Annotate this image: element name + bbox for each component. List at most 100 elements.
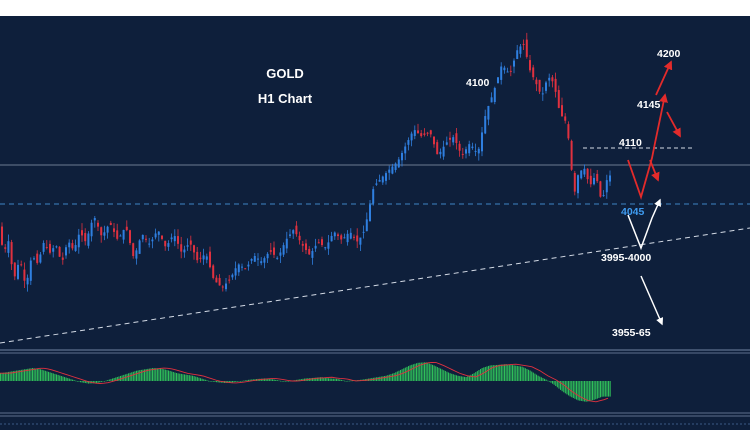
candle-body: [561, 105, 563, 117]
candle-body: [490, 97, 493, 103]
histogram-bar: [142, 369, 144, 381]
histogram-bar: [393, 373, 395, 381]
candle-body: [404, 146, 407, 154]
histogram-bar: [169, 370, 171, 381]
histogram-bar: [92, 381, 94, 384]
candle-body: [308, 249, 311, 255]
candle-body: [221, 286, 224, 288]
histogram-bar: [14, 370, 16, 381]
upper-target-arrow: [655, 60, 673, 96]
candle-body: [593, 177, 595, 185]
histogram-bar: [148, 368, 150, 381]
candle-body: [26, 277, 29, 285]
histogram-bar: [286, 381, 288, 382]
candle-body: [337, 234, 339, 237]
candle-body: [317, 242, 320, 244]
candle-body: [205, 256, 208, 260]
histogram-bar: [118, 376, 120, 381]
histogram-bar: [579, 381, 581, 401]
histogram-bar: [100, 381, 102, 382]
candle-body: [356, 235, 359, 242]
histogram-bar: [441, 369, 443, 381]
histogram-bar: [251, 379, 253, 381]
histogram-bar: [150, 368, 152, 381]
candle-body: [74, 245, 77, 251]
candle-body: [1, 226, 3, 245]
rising-trendline: [0, 227, 750, 344]
histogram-bar: [531, 371, 533, 381]
histogram-bar: [241, 380, 243, 382]
histogram-bar: [464, 376, 466, 381]
histogram-bar: [446, 371, 448, 381]
histogram-bar: [401, 369, 403, 381]
histogram-bar: [323, 377, 325, 381]
histogram-bar: [547, 380, 549, 382]
candle-body: [477, 148, 480, 154]
candle-body: [237, 264, 240, 273]
histogram-bar: [392, 373, 394, 381]
histogram-bar: [481, 367, 483, 381]
histogram-bar: [107, 380, 109, 381]
histogram-bar: [398, 370, 400, 381]
pullback-to-4110-arrow: [666, 111, 681, 138]
histogram-bar: [382, 376, 384, 381]
histogram-bar: [577, 381, 579, 401]
candle-body: [346, 233, 349, 243]
bearish-path-arrow: [627, 198, 661, 251]
candle-body: [449, 137, 451, 140]
histogram-bar: [328, 378, 330, 381]
candle-body: [103, 232, 106, 236]
histogram-bar: [513, 365, 515, 381]
candle-body: [554, 78, 557, 92]
histogram-bar: [571, 381, 573, 398]
histogram-bar: [337, 379, 339, 381]
histogram-bar: [180, 373, 182, 381]
histogram-bar: [588, 381, 590, 402]
histogram-bar: [0, 373, 2, 381]
histogram-bar: [347, 380, 349, 382]
histogram-bar: [318, 377, 320, 381]
histogram-bar: [396, 371, 398, 381]
chart-title: GOLD: [266, 66, 304, 81]
histogram-bar: [518, 366, 520, 381]
histogram-bar: [537, 375, 539, 381]
histogram-bar: [528, 369, 530, 381]
histogram-bar: [515, 365, 517, 381]
histogram-bar: [339, 379, 341, 381]
histogram-bar: [270, 379, 272, 381]
candle-body: [461, 153, 464, 155]
histogram-bar: [96, 381, 98, 384]
histogram-bar: [11, 371, 13, 381]
histogram-bar: [65, 377, 67, 381]
histogram-bar: [443, 370, 445, 381]
histogram-bar: [340, 379, 342, 381]
histogram-bar: [52, 373, 54, 381]
candle-body: [234, 268, 237, 276]
histogram-bar: [403, 368, 405, 381]
histogram-bar: [416, 363, 418, 381]
candle-body: [276, 257, 279, 259]
candle-body: [93, 218, 96, 221]
histogram-bar: [488, 365, 490, 381]
candle-body: [145, 238, 147, 240]
histogram-bar: [344, 380, 346, 382]
histogram-bar: [38, 369, 40, 381]
histogram-bar: [184, 374, 186, 381]
histogram-bar: [113, 378, 115, 381]
histogram-bar: [526, 368, 528, 381]
candle-body: [189, 240, 192, 245]
histogram-bar: [110, 379, 112, 381]
candle-body: [202, 255, 205, 260]
histogram-bar: [280, 380, 282, 382]
histogram-bar: [163, 369, 165, 381]
candle-body: [29, 260, 32, 281]
histogram-bar: [116, 376, 118, 381]
candle-body: [13, 262, 16, 277]
histogram-bar: [161, 368, 163, 381]
histogram-bar: [523, 367, 525, 381]
candle-body: [90, 222, 93, 237]
histogram-bar: [574, 381, 576, 399]
histogram-bar: [560, 381, 562, 390]
histogram-bar: [62, 376, 64, 381]
histogram-bar: [352, 380, 354, 382]
